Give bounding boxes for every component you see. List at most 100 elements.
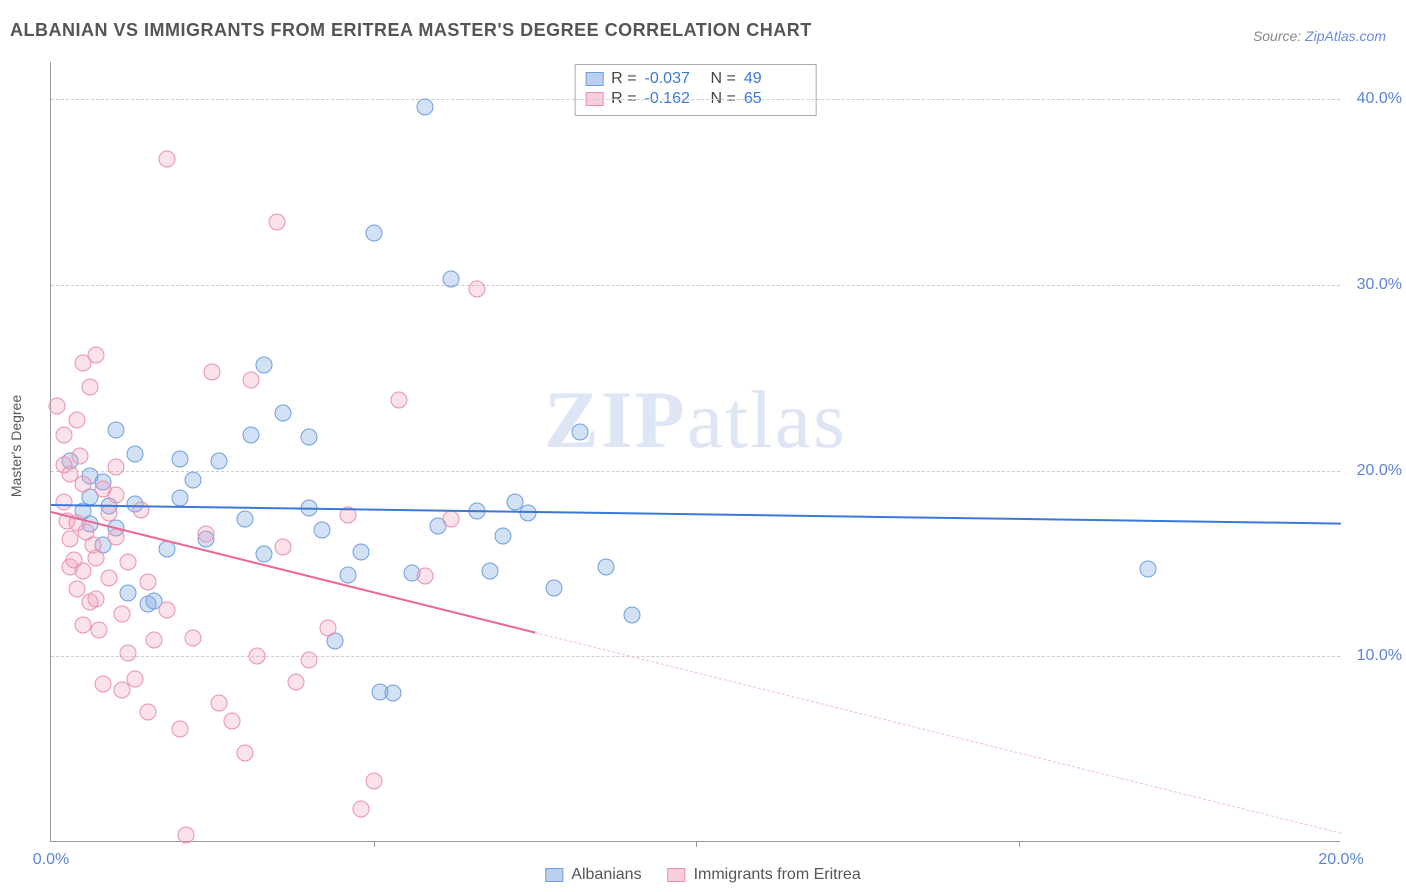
data-point-albanians (1139, 561, 1156, 578)
data-point-eritrea (72, 447, 89, 464)
data-point-albanians (339, 566, 356, 583)
swatch-blue (545, 868, 563, 882)
data-point-eritrea (55, 494, 72, 511)
data-point-eritrea (288, 674, 305, 691)
data-point-eritrea (88, 549, 105, 566)
data-point-eritrea (159, 601, 176, 618)
data-point-eritrea (197, 525, 214, 542)
data-point-eritrea (68, 412, 85, 429)
x-minor-tick (374, 841, 375, 847)
legend-label: Immigrants from Eritrea (694, 866, 861, 884)
data-point-eritrea (391, 392, 408, 409)
data-point-eritrea (94, 676, 111, 693)
data-point-albanians (571, 423, 588, 440)
data-point-eritrea (365, 772, 382, 789)
gridline-h (51, 99, 1340, 100)
data-point-eritrea (62, 531, 79, 548)
data-point-eritrea (133, 501, 150, 518)
data-point-eritrea (75, 562, 92, 579)
data-point-albanians (352, 544, 369, 561)
data-point-eritrea (417, 568, 434, 585)
data-point-eritrea (172, 720, 189, 737)
x-minor-tick (696, 841, 697, 847)
data-point-eritrea (204, 364, 221, 381)
data-point-eritrea (107, 529, 124, 546)
legend-item-albanians: Albanians (545, 866, 641, 884)
data-point-eritrea (55, 427, 72, 444)
y-tick-label: 30.0% (1346, 276, 1402, 294)
x-minor-tick (1019, 841, 1020, 847)
data-point-albanians (210, 453, 227, 470)
data-point-albanians (120, 585, 137, 602)
watermark: ZIPatlas (544, 373, 847, 467)
data-point-eritrea (352, 800, 369, 817)
gridline-h (51, 656, 1340, 657)
data-point-albanians (172, 490, 189, 507)
data-point-eritrea (223, 713, 240, 730)
data-point-albanians (442, 271, 459, 288)
data-point-albanians (507, 494, 524, 511)
data-point-albanians (242, 427, 259, 444)
swatch-blue (585, 72, 603, 86)
chart-title: ALBANIAN VS IMMIGRANTS FROM ERITREA MAST… (10, 20, 812, 41)
data-point-eritrea (236, 744, 253, 761)
data-point-eritrea (81, 379, 98, 396)
data-point-eritrea (139, 574, 156, 591)
legend-item-eritrea: Immigrants from Eritrea (668, 866, 861, 884)
data-point-eritrea (120, 553, 137, 570)
data-point-eritrea (320, 620, 337, 637)
plot-area: ZIPatlas R = -0.037 N = 49 R = -0.162 N … (50, 62, 1340, 842)
stats-row-albanians: R = -0.037 N = 49 (585, 69, 802, 89)
data-point-albanians (172, 451, 189, 468)
swatch-pink (668, 868, 686, 882)
source-attribution: Source: ZipAtlas.com (1253, 28, 1386, 44)
data-point-albanians (597, 559, 614, 576)
y-tick-label: 20.0% (1346, 462, 1402, 480)
data-point-eritrea (146, 631, 163, 648)
data-point-albanians (520, 505, 537, 522)
source-link[interactable]: ZipAtlas.com (1305, 28, 1386, 44)
data-point-albanians (107, 421, 124, 438)
data-point-albanians (546, 579, 563, 596)
stat-n-label: N = (711, 70, 736, 88)
x-tick-label: 20.0% (1318, 851, 1363, 869)
data-point-albanians (623, 607, 640, 624)
y-axis-label: Master's Degree (8, 395, 24, 497)
data-point-albanians (494, 527, 511, 544)
data-point-eritrea (268, 213, 285, 230)
data-point-albanians (481, 562, 498, 579)
data-point-eritrea (107, 486, 124, 503)
data-point-eritrea (120, 644, 137, 661)
data-point-eritrea (107, 458, 124, 475)
watermark-bold: ZIP (544, 374, 687, 465)
data-point-albanians (255, 546, 272, 563)
data-point-eritrea (139, 704, 156, 721)
chart-container: ALBANIAN VS IMMIGRANTS FROM ERITREA MAST… (0, 0, 1406, 892)
data-point-albanians (313, 522, 330, 539)
x-tick-label: 0.0% (33, 851, 69, 869)
data-point-albanians (126, 445, 143, 462)
stats-legend-box: R = -0.037 N = 49 R = -0.162 N = 65 (574, 64, 817, 116)
data-point-eritrea (126, 670, 143, 687)
data-point-albanians (255, 356, 272, 373)
bottom-legend: Albanians Immigrants from Eritrea (545, 866, 860, 884)
data-point-eritrea (275, 538, 292, 555)
data-point-eritrea (178, 826, 195, 843)
data-point-eritrea (113, 605, 130, 622)
data-point-albanians (365, 224, 382, 241)
data-point-eritrea (442, 510, 459, 527)
data-point-albanians (184, 471, 201, 488)
legend-label: Albanians (571, 866, 641, 884)
data-point-eritrea (249, 648, 266, 665)
data-point-eritrea (49, 397, 66, 414)
data-point-albanians (301, 429, 318, 446)
trend-line-eritrea-extrapolated (535, 632, 1341, 834)
stat-r-value: -0.037 (645, 70, 703, 88)
data-point-eritrea (75, 475, 92, 492)
y-tick-label: 40.0% (1346, 90, 1402, 108)
data-point-eritrea (210, 694, 227, 711)
gridline-h (51, 471, 1340, 472)
data-point-eritrea (242, 371, 259, 388)
data-point-eritrea (468, 280, 485, 297)
data-point-eritrea (159, 150, 176, 167)
